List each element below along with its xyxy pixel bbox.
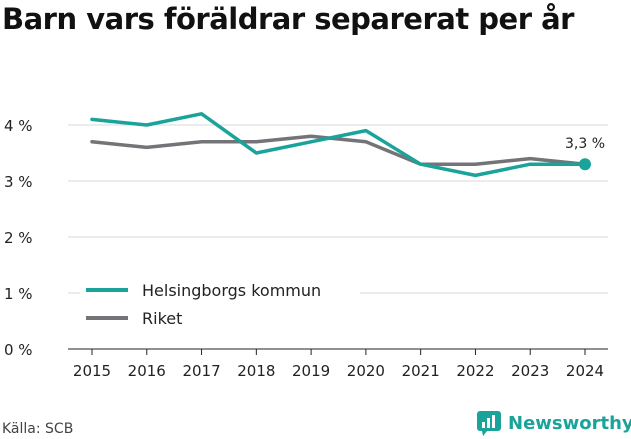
y-tick-label: 4 % [4,117,33,135]
y-tick-label: 0 % [4,341,33,359]
x-tick-label: 2022 [456,362,494,380]
x-tick-label: 2024 [566,362,604,380]
newsworthy-logo-icon [477,411,501,436]
brand-logo: Newsworthy [476,410,631,436]
legend-background [80,280,360,302]
y-axis: 0 % 1 % 2 % 3 % 4 % [4,117,33,359]
chart-title: Barn vars föräldrar separerat per år [2,2,574,36]
x-axis: 2015 2016 2017 2018 2019 2020 2021 2022 2023 2024 [73,349,604,380]
y-tick-label: 3 % [4,173,33,191]
end-point-marker [579,158,591,171]
legend-background [80,308,360,330]
y-tick-label: 1 % [4,285,33,303]
y-tick-label: 2 % [4,229,33,247]
source-note: Källa: SCB [2,421,74,437]
series-line [90,112,587,178]
legend-label: Riket [142,309,182,328]
x-tick-label: 2021 [402,362,440,380]
x-tick-label: 2023 [511,362,549,380]
x-tick-label: 2019 [292,362,330,380]
x-tick-label: 2020 [347,362,385,380]
x-tick-label: 2016 [128,362,166,380]
series-line [90,134,587,166]
x-tick-label: 2015 [73,362,111,380]
legend: Helsingborgs kommun Riket [80,280,360,330]
legend-label: Helsingborgs kommun [142,281,321,300]
x-tick-label: 2017 [182,362,220,380]
series-lines: 3,3 % [90,112,605,178]
x-tick-label: 2018 [237,362,275,380]
end-value-label: 3,3 % [565,136,605,152]
brand-name: Newsworthy [508,412,631,434]
